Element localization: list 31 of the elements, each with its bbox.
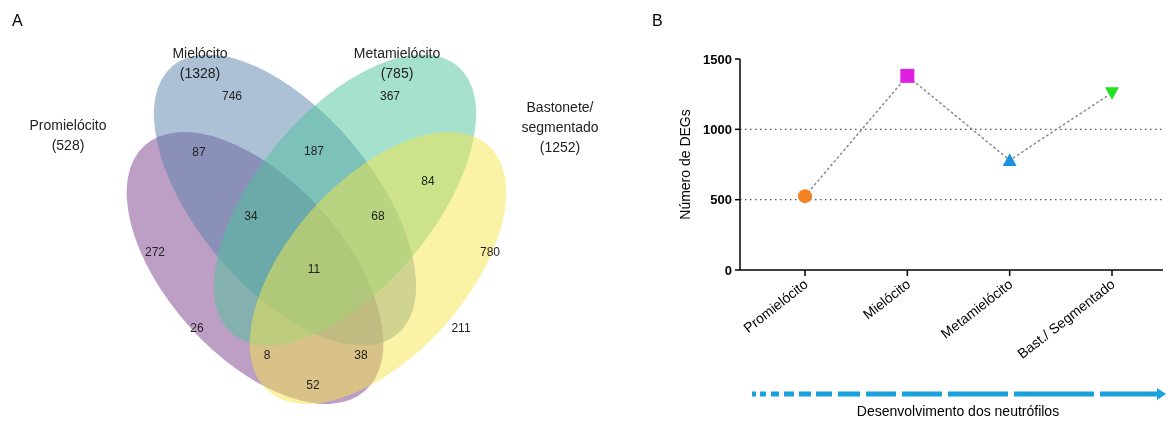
y-tick-label: 500 bbox=[710, 192, 732, 208]
point bbox=[900, 68, 915, 83]
x-axis-title: Desenvolvimento dos neutrófilos bbox=[856, 403, 1060, 419]
y-tick-label: 1000 bbox=[703, 121, 732, 137]
text: 272 bbox=[144, 245, 166, 259]
text: 52 bbox=[306, 378, 320, 392]
text: 84 bbox=[421, 174, 435, 188]
category-label: Promielócito (528) bbox=[29, 117, 107, 153]
category-label: Metamielócito (785) bbox=[353, 45, 441, 81]
category-label: Mielócito (1328) bbox=[172, 45, 228, 81]
text: 211 bbox=[451, 321, 471, 335]
y-tick-label: 1500 bbox=[703, 51, 732, 67]
text: 367 bbox=[379, 89, 401, 103]
y-tick-label: 0 bbox=[724, 262, 732, 278]
point bbox=[1105, 87, 1119, 100]
text: A bbox=[12, 12, 23, 29]
text: 87 bbox=[192, 145, 206, 159]
text: 8 bbox=[263, 348, 271, 362]
point bbox=[798, 189, 812, 204]
text: 11 bbox=[307, 262, 321, 276]
text: 746 bbox=[221, 89, 243, 103]
text: 26 bbox=[190, 321, 204, 335]
text: 38 bbox=[354, 348, 368, 362]
text: 780 bbox=[479, 245, 501, 259]
point bbox=[1002, 153, 1017, 166]
chart-title: B bbox=[652, 12, 663, 29]
y-axis-title: Número de DEGs bbox=[677, 109, 693, 220]
category-label: Bastonete/ segmentado (1252) bbox=[521, 99, 599, 155]
text: 187 bbox=[303, 144, 325, 158]
text: 34 bbox=[244, 209, 258, 223]
text: 68 bbox=[371, 209, 385, 223]
